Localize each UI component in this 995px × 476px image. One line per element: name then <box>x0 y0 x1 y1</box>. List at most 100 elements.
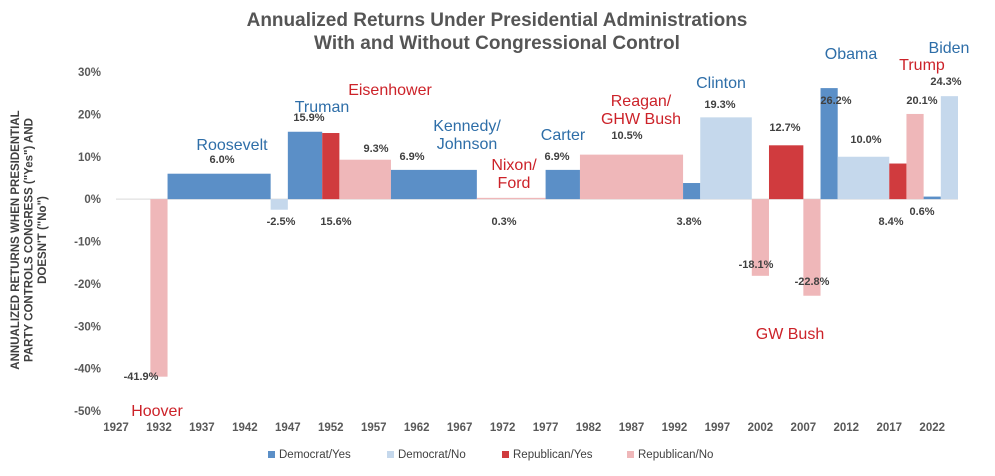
data-label: 19.3% <box>704 99 735 111</box>
data-label: -41.9% <box>124 371 159 383</box>
y-axis-label-line: ANNUALIZED RETURNS WHEN PRESIDENTIAL <box>10 110 22 369</box>
bar <box>476 197 546 200</box>
president-label-line: Hoover <box>131 403 183 420</box>
y-tick-label: -50% <box>74 406 101 418</box>
y-tick-label: -40% <box>74 364 101 376</box>
data-label: 12.7% <box>769 122 800 134</box>
x-tick-label: 1937 <box>189 422 215 434</box>
chart-title-line: With and Without Congressional Control <box>314 33 680 54</box>
x-tick-label: 2017 <box>876 422 902 434</box>
y-tick-label: -10% <box>74 237 101 249</box>
bar <box>579 154 684 200</box>
president-label: GW Bush <box>756 326 824 343</box>
y-axis-label-line: PARTY CONTROLS CONGRESS ("Yes") AND <box>24 118 36 362</box>
president-label-line: Roosevelt <box>196 137 268 154</box>
president-label-line: Ford <box>498 175 531 192</box>
legend-swatch <box>387 451 394 458</box>
bar <box>837 156 890 200</box>
data-label: 24.3% <box>930 76 961 88</box>
data-label: 10.5% <box>611 130 642 142</box>
x-tick-label: 1977 <box>533 422 559 434</box>
bar <box>940 96 958 200</box>
x-tick-label: 1947 <box>275 422 301 434</box>
bar <box>768 145 804 200</box>
bar <box>322 133 340 200</box>
bar <box>150 199 168 377</box>
president-label-line: Reagan/ <box>611 93 672 110</box>
legend-swatch <box>627 451 634 458</box>
bar <box>167 173 271 200</box>
bar <box>923 196 941 200</box>
y-tick-label: 20% <box>78 109 101 121</box>
president-label-line: Carter <box>541 127 586 144</box>
president-label-line: Nixon/ <box>491 157 537 174</box>
data-label: -22.8% <box>795 276 830 288</box>
data-label: 0.3% <box>491 216 516 228</box>
bar <box>339 159 391 200</box>
president-label: Nixon/Ford <box>491 157 537 192</box>
data-label: 8.4% <box>878 216 903 228</box>
y-tick-label: 30% <box>78 67 101 79</box>
president-label: Biden <box>929 40 970 57</box>
president-label-line: GHW Bush <box>601 111 681 128</box>
president-label: Trump <box>899 57 945 74</box>
president-label-line: Eisenhower <box>348 82 432 99</box>
president-label: Kennedy/Johnson <box>433 118 501 153</box>
x-tick-label: 1952 <box>318 422 344 434</box>
x-tick-label: 1982 <box>576 422 602 434</box>
chart-title-line: Annualized Returns Under Presidential Ad… <box>247 10 748 31</box>
x-tick-label: 1987 <box>619 422 645 434</box>
bar <box>906 113 924 200</box>
x-tick-label: 1962 <box>404 422 430 434</box>
president-label: Reagan/GHW Bush <box>601 93 681 128</box>
president-label-line: Biden <box>929 40 970 57</box>
legend-swatch <box>502 451 509 458</box>
president-label-line: Clinton <box>696 75 746 92</box>
data-label: 0.6% <box>909 206 934 218</box>
bar <box>270 199 288 210</box>
x-tick-label: 2002 <box>748 422 774 434</box>
president-label-line: Kennedy/ <box>433 118 501 135</box>
data-label: 15.6% <box>320 216 351 228</box>
president-label: Hoover <box>131 403 183 420</box>
y-axis-label: ANNUALIZED RETURNS WHEN PRESIDENTIAL PART… <box>10 110 49 369</box>
bar <box>390 169 477 200</box>
x-tick-label: 2007 <box>791 422 817 434</box>
president-label: Obama <box>825 46 878 63</box>
president-label-line: Trump <box>899 57 945 74</box>
x-tick-label: 1957 <box>361 422 387 434</box>
x-tick-label: 1992 <box>662 422 688 434</box>
data-label: -2.5% <box>267 216 296 228</box>
x-tick-label: 2012 <box>834 422 860 434</box>
bar <box>889 163 907 200</box>
president-label: Roosevelt <box>196 137 268 154</box>
president-label: Carter <box>541 127 586 144</box>
legend-label: Republican/No <box>638 449 713 461</box>
x-tick-label: 1932 <box>146 422 172 434</box>
president-label-line: GW Bush <box>756 326 824 343</box>
bar <box>545 169 580 200</box>
x-tick-label: 1997 <box>705 422 731 434</box>
x-tick-label: 1942 <box>232 422 258 434</box>
data-label: 10.0% <box>850 134 881 146</box>
y-tick-label: 0% <box>84 194 101 206</box>
y-axis-label-line: DOESN'T ("No") <box>37 196 49 284</box>
x-tick-label: 1972 <box>490 422 516 434</box>
x-tick-label: 1967 <box>447 422 473 434</box>
president-label: Clinton <box>696 75 746 92</box>
data-label: 26.2% <box>820 95 851 107</box>
data-label: 20.1% <box>906 95 937 107</box>
y-tick-label: 10% <box>78 152 101 164</box>
data-label: 6.0% <box>209 154 234 166</box>
bar <box>803 199 821 296</box>
president-label-line: Obama <box>825 46 878 63</box>
president-label: Eisenhower <box>348 82 432 99</box>
bar <box>820 88 838 200</box>
data-label: 6.9% <box>399 151 424 163</box>
bar <box>700 117 752 200</box>
bar <box>751 199 769 276</box>
y-tick-label: -30% <box>74 321 101 333</box>
legend-swatch <box>268 451 275 458</box>
legend-label: Democrat/Yes <box>279 449 351 461</box>
